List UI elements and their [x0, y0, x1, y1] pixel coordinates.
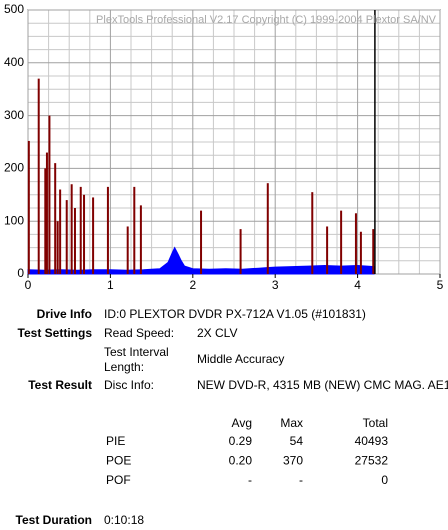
cell: 0: [381, 473, 388, 487]
poe-spike: [106, 186, 109, 274]
cell: -: [299, 473, 303, 487]
poe-spike: [326, 226, 329, 274]
result-table: Avg Max Total PIE 0.29 54 40493 POE 0.20 370 27532…: [106, 416, 388, 487]
poe-spike: [45, 152, 48, 274]
label: Drive Info: [37, 307, 92, 321]
poe-spike: [59, 189, 62, 274]
marks: [27, 10, 376, 275]
cell: 27532: [355, 454, 389, 468]
poe-spike: [65, 200, 68, 274]
poe-spike: [311, 192, 314, 274]
poe-spike: [48, 115, 51, 274]
table-header: Total: [363, 416, 388, 430]
poe-spike: [239, 229, 242, 274]
poe-spike: [133, 186, 136, 274]
poe-spike: [37, 78, 40, 274]
cell: 40493: [355, 434, 389, 448]
poe-spike: [73, 208, 76, 274]
poe-spike: [54, 163, 57, 274]
table-header: Avg: [232, 416, 252, 430]
x-tick-label: 4: [354, 278, 361, 292]
poe-spike: [266, 183, 269, 274]
x-tick-label: 1: [107, 278, 114, 292]
cell: 0.29: [229, 434, 253, 448]
x-tick-label: 5: [437, 278, 444, 292]
field: Disc Info:: [104, 378, 154, 392]
grid: [27, 9, 441, 275]
y-tick-label: 300: [4, 108, 24, 122]
field: Test Interval: [104, 345, 169, 359]
poe-spike: [200, 210, 203, 274]
value: 2X CLV: [197, 326, 237, 340]
row-label: POE: [106, 454, 131, 468]
poe-spike: [340, 210, 343, 274]
pie-area: [27, 246, 375, 275]
poe-spike: [139, 205, 142, 274]
poe-spike: [354, 213, 357, 274]
row-label: PIE: [106, 434, 125, 448]
cell: 0.20: [229, 454, 253, 468]
cell: -: [248, 473, 252, 487]
label: Test Result: [28, 378, 92, 392]
field: Read Speed:: [104, 326, 174, 340]
poe-spike: [27, 140, 30, 274]
value: Middle Accuracy: [197, 352, 284, 366]
poe-spike: [70, 184, 73, 274]
poe-spike: [372, 229, 375, 274]
y-tick-label: 400: [4, 55, 24, 69]
poe-spike: [79, 186, 82, 274]
cell: 54: [290, 434, 304, 448]
poe-spike: [56, 221, 59, 274]
cell: 370: [283, 454, 303, 468]
poe-spike: [92, 197, 95, 274]
row-label: POF: [106, 473, 131, 487]
value: 0:10:18: [104, 513, 144, 527]
poe-spike: [126, 226, 129, 274]
label: Test Settings: [18, 326, 93, 340]
poe-spike: [359, 231, 362, 274]
y-tick-label: 0: [17, 266, 24, 280]
field: Length:: [104, 360, 144, 374]
poe-spike: [44, 168, 47, 274]
poe-spike: [83, 194, 86, 274]
x-tick-label: 3: [272, 278, 279, 292]
y-tick-label: 500: [4, 2, 24, 16]
y-tick-label: 100: [4, 213, 24, 227]
value: NEW DVD-R, 4315 MB (NEW) CMC MAG. AE1: [197, 378, 448, 392]
watermark: PlexTools Professional V2.17 Copyright (…: [96, 14, 437, 26]
label: Test Duration: [16, 513, 92, 527]
table-header: Max: [280, 416, 303, 430]
y-tick-label: 200: [4, 161, 24, 175]
value: ID:0 PLEXTOR DVDR PX-712A V1.05 (#101831…: [104, 307, 366, 321]
x-tick-label: 2: [189, 278, 196, 292]
x-tick-label: 0: [25, 278, 32, 292]
